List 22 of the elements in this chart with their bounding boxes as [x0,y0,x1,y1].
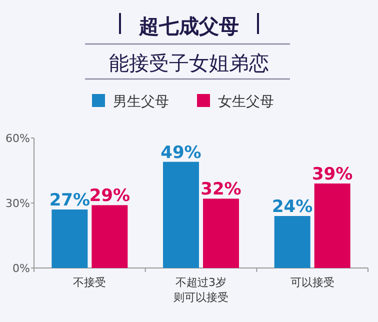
y-tick-label: 0% [12,262,30,275]
data-label: 32% [200,180,242,200]
bar [274,216,310,268]
bar [314,184,350,268]
chart-title: 超七成父母 [138,14,239,38]
y-tick-label: 60% [6,132,30,145]
chart-subtitle: 能接受子女姐弟恋 [109,51,269,75]
data-label: 49% [160,142,202,163]
data-label: 24% [272,197,313,217]
bar [203,198,239,268]
x-tick-label: 可以接受 [290,276,334,289]
x-tick-label: 不超过3岁则可以接受 [174,276,228,304]
legend-label: 女生父母 [218,94,274,110]
legend-label: 男生父母 [113,94,169,110]
bar [52,210,88,268]
data-label: 27% [49,190,90,210]
y-tick-label: 30% [6,197,30,210]
bar [92,205,128,268]
x-tick-label: 不接受 [73,276,106,289]
data-label: 29% [89,186,130,206]
bar [163,162,199,268]
data-label: 39% [312,164,353,184]
